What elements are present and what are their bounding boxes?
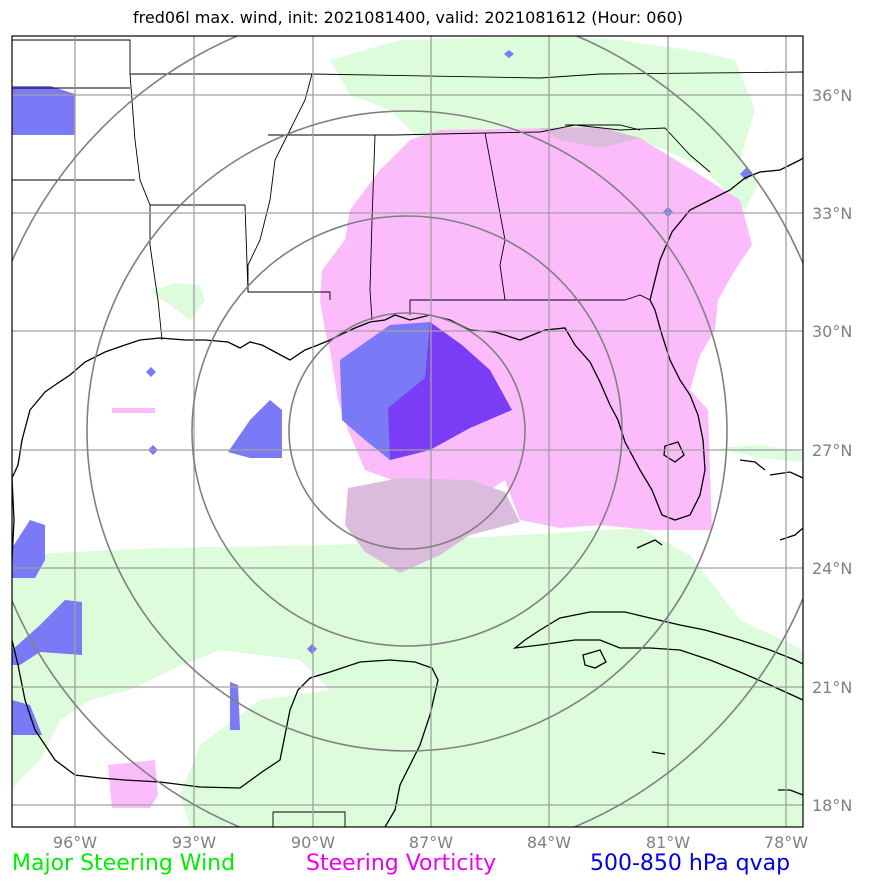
legend: Major Steering Wind Steering Vorticity 5… <box>0 851 873 885</box>
lon-label: 84°W <box>527 833 571 852</box>
lat-label: 21°N <box>812 678 852 697</box>
map-title: fred06l max. wind, init: 2021081400, val… <box>133 8 683 27</box>
lat-label: 27°N <box>812 441 852 460</box>
map-frame <box>11 35 804 828</box>
lat-label: 24°N <box>812 559 852 578</box>
range-rings <box>12 36 803 827</box>
steering-wind-areas <box>12 36 803 827</box>
lon-label: 81°W <box>646 833 690 852</box>
lon-label: 96°W <box>53 833 97 852</box>
lat-label: 36°N <box>812 86 852 105</box>
state-borders <box>12 39 803 827</box>
legend-steering-vorticity: Steering Vorticity <box>306 851 497 876</box>
legend-steering-wind: Major Steering Wind <box>12 851 236 876</box>
lat-label: 30°N <box>812 322 852 341</box>
qvap-core <box>388 322 512 460</box>
latitude-labels: 36°N 33°N 30°N 27°N 24°N 21°N 18°N <box>812 86 852 815</box>
lat-label: 18°N <box>812 796 852 815</box>
coastlines <box>12 157 803 827</box>
longitude-labels: 96°W 93°W 90°W 87°W 84°W 81°W 78°W <box>53 833 808 852</box>
lat-label: 33°N <box>812 204 852 223</box>
graticule <box>12 36 803 827</box>
legend-qvap: 500-850 hPa qvap <box>590 851 791 876</box>
lon-label: 90°W <box>291 833 335 852</box>
overlap-areas <box>345 127 640 573</box>
lon-label: 78°W <box>764 833 808 852</box>
lon-label: 87°W <box>409 833 453 852</box>
lon-label: 93°W <box>172 833 216 852</box>
